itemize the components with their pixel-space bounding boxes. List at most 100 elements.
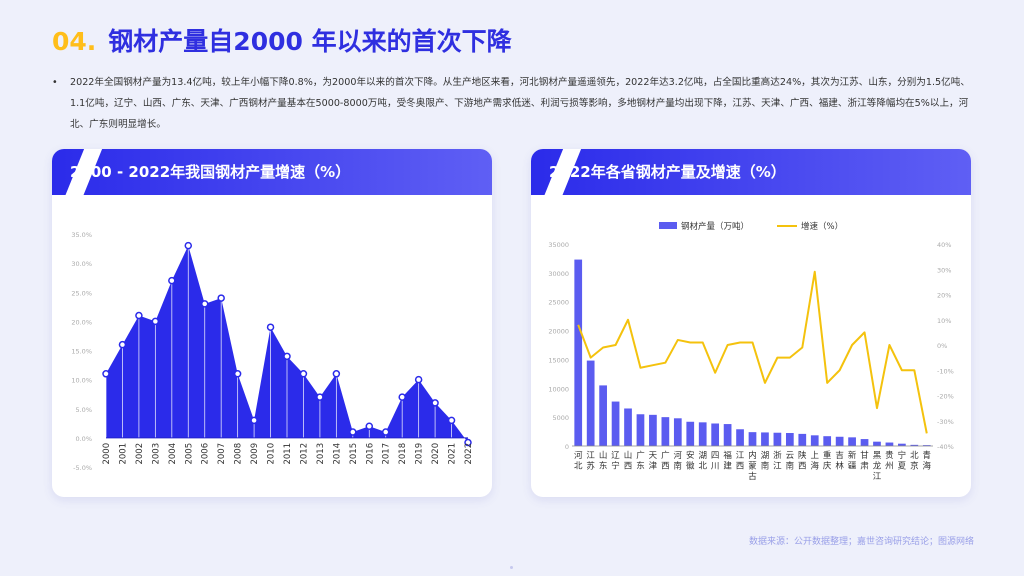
data-point	[447, 416, 456, 425]
data-point	[135, 311, 143, 320]
category-label: 江西	[736, 451, 745, 472]
bar	[761, 432, 769, 446]
category-label: 湖北	[698, 451, 707, 472]
bar	[873, 441, 881, 446]
province-chart-title: 2022年各省钢材产量及增速（%）	[549, 163, 786, 181]
category-label: 吉林	[835, 451, 844, 472]
growth-chart-title: 2000 - 2022年我国钢材产量增速（%）	[70, 163, 351, 181]
bar	[586, 360, 595, 446]
data-point	[381, 428, 390, 436]
category-label: 广西	[661, 450, 670, 472]
bar	[711, 423, 720, 446]
bar	[736, 429, 744, 446]
x-tick-label: 2018	[398, 443, 408, 465]
bar	[885, 442, 894, 446]
data-point	[398, 393, 406, 401]
y-tick-label: 25.0%	[71, 289, 92, 297]
category-label: 辽宁	[611, 451, 620, 472]
right-axis-tick: -10%	[937, 367, 954, 375]
x-tick-label: 2020	[431, 443, 441, 465]
category-label: 山西	[624, 450, 633, 472]
bullet-dot: •	[52, 77, 58, 88]
bar	[611, 401, 620, 446]
x-tick-label: 2017	[382, 443, 392, 465]
bar	[649, 414, 657, 446]
category-label: 北京	[910, 451, 919, 472]
x-tick-label: 2015	[349, 443, 359, 465]
category-label: 贵州	[885, 450, 894, 472]
data-point	[184, 241, 193, 250]
bar	[810, 435, 819, 446]
section-number: 04.	[52, 27, 97, 56]
y-tick-label: 35.0%	[71, 231, 92, 239]
bar	[922, 445, 931, 446]
left-axis-tick: 10000	[548, 385, 569, 393]
data-point	[168, 276, 176, 285]
left-axis-tick: 20000	[548, 328, 569, 336]
source-note: 数据来源：公开数据整理；嘉世咨询研究结论；图源网络	[748, 537, 974, 547]
category-label: 上海	[810, 451, 819, 472]
x-tick-label: 2007	[217, 443, 227, 465]
data-point	[102, 370, 110, 378]
right-axis-tick: -30%	[937, 418, 954, 426]
y-tick-label: 0.0%	[75, 435, 92, 443]
left-axis-tick: 30000	[548, 270, 569, 278]
right-axis-tick: 40%	[937, 241, 951, 249]
category-label: 青海	[923, 450, 932, 472]
category-label: 河北	[574, 450, 583, 472]
x-tick-label: 2012	[299, 443, 309, 465]
growth-area-fill	[106, 245, 468, 443]
right-axis-tick: -40%	[937, 443, 954, 451]
category-label: 四川	[711, 451, 720, 472]
category-label: 河南	[674, 450, 683, 472]
category-label: 重庆	[823, 450, 832, 472]
data-point	[283, 352, 291, 361]
data-point	[299, 370, 308, 378]
bar	[698, 422, 707, 446]
category-label: 陕西	[798, 450, 807, 472]
data-point	[233, 370, 242, 378]
x-tick-label: 2022	[464, 443, 474, 465]
y-tick-label: 20.0%	[71, 318, 92, 326]
bar	[860, 439, 869, 446]
data-point	[431, 399, 439, 407]
bar	[785, 433, 794, 446]
bar	[823, 436, 832, 446]
x-tick-label: 2004	[168, 443, 178, 465]
data-point	[250, 416, 258, 425]
x-tick-label: 2011	[283, 443, 293, 465]
x-tick-label: 2000	[102, 443, 112, 465]
x-tick-label: 2010	[267, 443, 277, 465]
bar	[673, 418, 682, 446]
category-label: 湖南	[761, 451, 770, 472]
y-tick-label: -5.0%	[73, 464, 92, 472]
growth-chart-header: 2000 - 2022年我国钢材产量增速（%）	[52, 149, 492, 205]
x-tick-label: 2006	[201, 443, 211, 465]
bar	[599, 385, 607, 446]
category-label: 福建	[723, 450, 732, 472]
province-chart-card: 2022年各省钢材产量及增速（%） 0 5000 10000 15000 20000 25…	[531, 149, 971, 497]
right-axis-tick: -20%	[937, 393, 954, 401]
x-tick-label: 2014	[332, 443, 342, 465]
category-label: 江苏	[586, 451, 595, 472]
data-point	[332, 370, 341, 378]
bar	[723, 424, 732, 446]
x-tick-label: 2005	[184, 443, 194, 465]
right-axis-tick: 20%	[937, 292, 951, 300]
bar	[798, 433, 807, 446]
category-label: 天津	[649, 451, 658, 472]
province-chart-header: 2022年各省钢材产量及增速（%）	[531, 149, 971, 205]
category-label: 黑龙江	[873, 451, 882, 482]
category-label: 宁夏	[898, 450, 907, 472]
title-text: 钢材产量自2000 年以来的首次下降	[108, 27, 512, 56]
bar	[773, 432, 782, 446]
bar	[574, 259, 583, 446]
legend-bar-label: 钢材产量（万吨）	[681, 221, 749, 232]
data-point	[464, 438, 472, 447]
category-label: 云南	[786, 451, 795, 472]
right-axis-tick: 10%	[937, 317, 951, 325]
data-point	[200, 300, 209, 308]
y-tick-label: 5.0%	[75, 406, 92, 414]
legend-line-label: 增速（%）	[801, 221, 843, 232]
x-tick-label: 2021	[448, 443, 458, 465]
